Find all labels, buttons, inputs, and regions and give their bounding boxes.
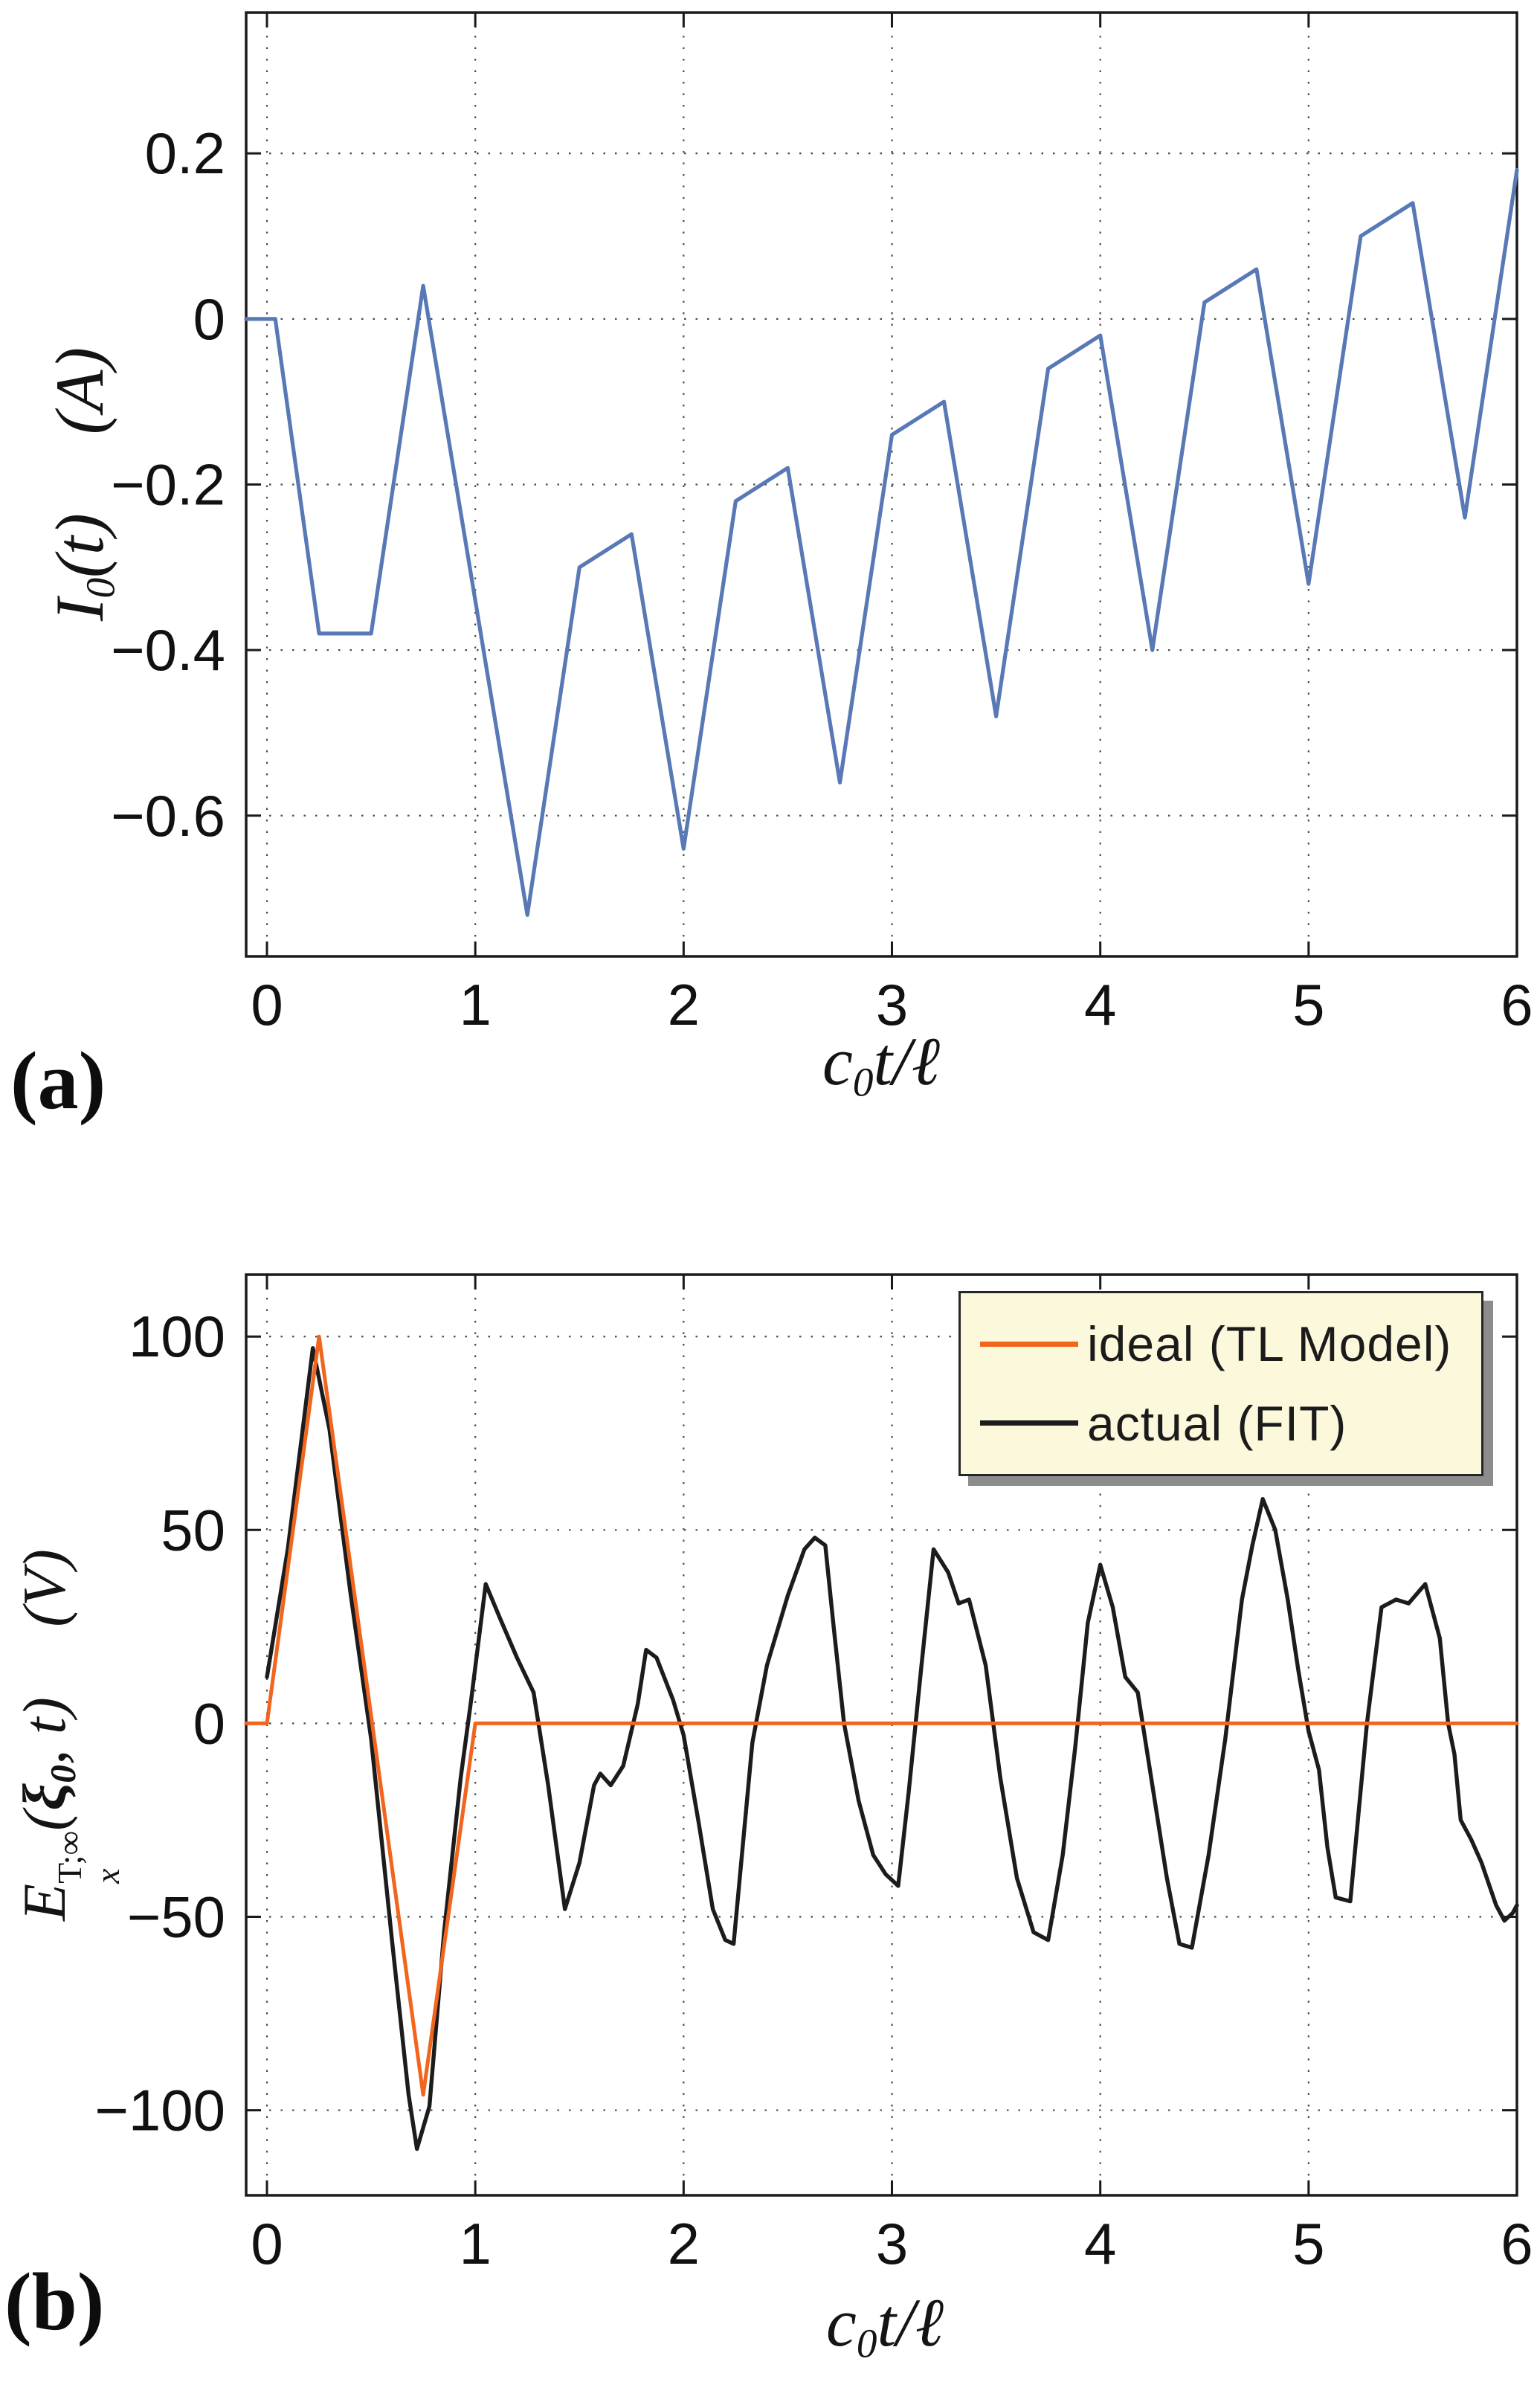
x-tick-label-0: 0 <box>251 2211 283 2276</box>
series-line-ideal-tl-model- <box>244 1334 1519 2097</box>
series-line-actual-fit- <box>265 1346 1519 2151</box>
chart-a-ylabel: I0(t) (A) <box>42 347 123 622</box>
supsub: T;∞ x <box>51 1830 127 1884</box>
legend: ideal (TL Model) actual (FIT) <box>958 1291 1483 1476</box>
chart-b-tick-labels: 0 1 2 3 4 5 6 100 50 0 −50 −100 <box>94 1304 1533 2276</box>
x-tick-label-2: 2 <box>668 972 700 1037</box>
subscript: 0 <box>852 1059 874 1105</box>
label-text: (V) <box>10 1549 79 1627</box>
panel-label-a: (a) <box>10 1035 106 1126</box>
legend-item-ideal: ideal (TL Model) <box>980 1316 1481 1372</box>
chart-b-series <box>244 1334 1519 2151</box>
subscript: 0 <box>77 577 123 599</box>
legend-label: actual (FIT) <box>1087 1395 1347 1451</box>
chart-a-xlabel: c0t/ℓ <box>822 1027 940 1103</box>
x-tick-label-3: 3 <box>876 972 908 1037</box>
label-text: c <box>822 1023 853 1100</box>
chart-a-series <box>244 167 1519 917</box>
label-text: , t) <box>10 1697 79 1765</box>
chart-b-xlabel: c0t/ℓ <box>826 2288 944 2364</box>
chart-b-ticks <box>246 1275 1518 2195</box>
legend-line-swatch-orange <box>980 1341 1078 1347</box>
chart-b-box <box>245 1273 1518 2197</box>
chart-a-plot: 0 1 2 3 4 5 6 0.2 0 −0.2 −0.4 −0.6 <box>111 11 1533 1037</box>
label-text: c <box>826 2285 857 2361</box>
x-tick-label-0: 0 <box>251 972 283 1037</box>
x-tick-label-4: 4 <box>1084 2211 1116 2276</box>
x-tick-label-3: 3 <box>876 2211 908 2276</box>
x-tick-label-2: 2 <box>668 2211 700 2276</box>
chart-b-ylabel: E T;∞ x (ξ0, t) (V) <box>10 1549 127 1921</box>
y-tick-label-−0.6: −0.6 <box>111 783 225 849</box>
y-tick-label-0.2: 0.2 <box>145 120 225 186</box>
label-text: (t) <box>42 513 118 578</box>
legend-line-swatch-black <box>980 1420 1078 1426</box>
y-tick-label-50: 50 <box>161 1497 225 1562</box>
y-tick-label-−0.2: −0.2 <box>111 452 225 518</box>
chart-a-ticks <box>246 13 1518 956</box>
x-tick-label-6: 6 <box>1501 2211 1533 2276</box>
x-tick-label-5: 5 <box>1292 2211 1324 2276</box>
label-text: (A) <box>42 347 118 435</box>
x-tick-label-4: 4 <box>1084 972 1116 1037</box>
y-tick-label-−0.4: −0.4 <box>111 617 225 683</box>
label-text: E <box>10 1883 79 1921</box>
x-tick-label-1: 1 <box>459 2211 491 2276</box>
x-tick-label-5: 5 <box>1292 972 1324 1037</box>
subscript: 0 <box>856 2320 877 2366</box>
label-text: ξ <box>10 1783 79 1811</box>
y-tick-label-−100: −100 <box>94 2078 225 2143</box>
y-tick-label-−50: −50 <box>127 1884 225 1949</box>
subscript: 0 <box>42 1765 83 1783</box>
x-tick-label-1: 1 <box>459 972 491 1037</box>
chart-a-tick-labels: 0 1 2 3 4 5 6 0.2 0 −0.2 −0.4 −0.6 <box>111 120 1533 1037</box>
chart-b-plot: 0 1 2 3 4 5 6 100 50 0 −50 −100 <box>94 1273 1533 2276</box>
label-text: t/ℓ <box>873 1023 940 1100</box>
chart-a-grid <box>246 13 1518 956</box>
label-text: I <box>42 598 118 622</box>
y-tick-label-0: 0 <box>193 1690 225 1756</box>
legend-label: ideal (TL Model) <box>1087 1316 1452 1372</box>
x-tick-label-6: 6 <box>1501 972 1533 1037</box>
label-text: t/ℓ <box>877 2285 944 2361</box>
legend-item-actual: actual (FIT) <box>980 1395 1481 1452</box>
y-tick-label-100: 100 <box>129 1304 225 1369</box>
series-line-i- <box>244 167 1519 917</box>
panel-label-b: (b) <box>4 2256 105 2347</box>
label-text: ( <box>10 1810 79 1831</box>
y-tick-label-0: 0 <box>193 286 225 352</box>
